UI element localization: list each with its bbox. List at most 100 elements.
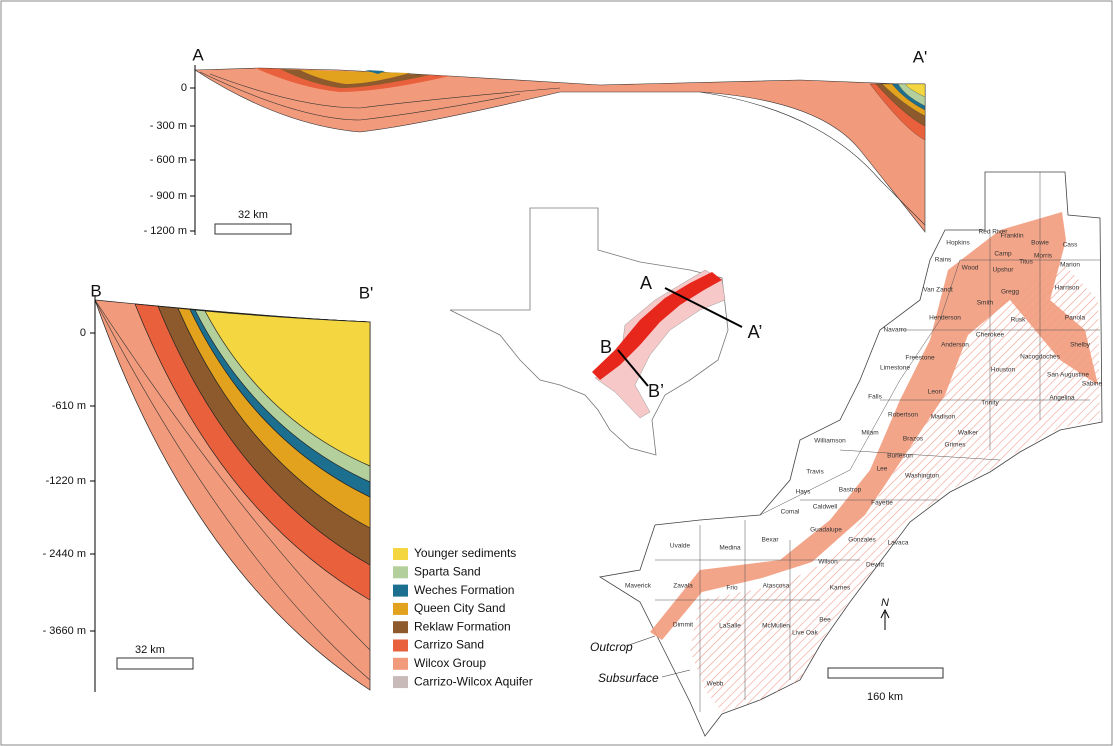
county-label: Bowie xyxy=(1031,240,1049,247)
county-label: Navarro xyxy=(883,327,907,334)
county-label: Atascosa xyxy=(763,583,790,590)
county-label: Rains xyxy=(935,257,952,264)
county-label: Sabine xyxy=(1082,381,1103,388)
legend-label: Sparta Sand xyxy=(414,564,481,578)
outcrop-label: Outcrop xyxy=(590,640,633,654)
county-label: Limestone xyxy=(880,365,910,372)
scale-label: 32 km xyxy=(135,644,165,656)
county-label: Hays xyxy=(796,489,812,496)
scale-label: 32 km xyxy=(238,209,268,221)
county-label: Madison xyxy=(931,414,956,421)
legend-swatch xyxy=(393,603,408,615)
section-start: A xyxy=(192,45,204,64)
county-label: Smith xyxy=(977,300,994,307)
county-label: Henderson xyxy=(929,315,961,322)
county-label: Marion xyxy=(1060,262,1080,269)
inset-section-label: B’ xyxy=(648,381,664,401)
scale-bar-map xyxy=(828,668,943,678)
legend-swatch xyxy=(393,658,408,670)
legend-swatch xyxy=(393,676,408,688)
section-end: B' xyxy=(359,283,374,302)
county-label: Gregg xyxy=(1001,289,1019,296)
county-label: Franklin xyxy=(1000,233,1024,240)
county-label: Wilson xyxy=(818,559,838,566)
depth-label: 0 xyxy=(181,82,187,94)
county-label: Freestone xyxy=(905,355,935,362)
legend-label: Queen City Sand xyxy=(414,601,505,615)
county-label: Houston xyxy=(991,367,1016,374)
inset-section-label: A xyxy=(640,273,652,293)
legend-label: Wilcox Group xyxy=(414,656,486,670)
county-label: Walker xyxy=(958,430,979,437)
county-label: LaSalle xyxy=(719,623,741,630)
county-label: Zavala xyxy=(673,583,693,590)
county-label: Comal xyxy=(781,509,800,516)
county-label: Lee xyxy=(877,466,888,473)
county-label: Milam xyxy=(861,430,878,437)
county-label: Angelina xyxy=(1049,395,1075,402)
county-label: Rusk xyxy=(1011,317,1027,324)
legend-swatch xyxy=(393,640,408,652)
depth-label: - 1200 m xyxy=(144,225,187,237)
county-label: Wood xyxy=(962,265,979,272)
county-label: Morris xyxy=(1034,253,1053,260)
county-label: Caldwell xyxy=(813,504,838,511)
figure: 0- 300 m- 600 m- 900 m- 1200 mAA'32 km 0… xyxy=(0,0,1113,746)
county-label: Harrison xyxy=(1055,285,1080,292)
legend-swatch xyxy=(393,621,408,633)
county-label: San Augustine xyxy=(1047,372,1089,379)
legend-label: Younger sediments xyxy=(414,546,516,560)
page: 0- 300 m- 600 m- 900 m- 1200 mAA'32 km 0… xyxy=(0,0,1113,746)
county-label: Cass xyxy=(1063,242,1079,249)
county-label: Frio xyxy=(726,585,738,592)
map-scale-label: 160 km xyxy=(867,691,903,703)
legend-label: Carrizo-Wilcox Aquifer xyxy=(414,674,533,688)
county-label: Panola xyxy=(1065,315,1086,322)
legend-label: Weches Formation xyxy=(414,583,514,597)
county-label: Camp xyxy=(994,251,1012,258)
county-label: Leon xyxy=(928,389,943,396)
county-label: McMullen xyxy=(762,623,790,630)
county-label: Grimes xyxy=(945,442,967,449)
county-label: Bastrop xyxy=(839,487,862,494)
county-label: Falls xyxy=(868,394,882,401)
scale-bar xyxy=(215,224,291,234)
depth-label: 0 xyxy=(80,327,86,339)
county-label: Bee xyxy=(819,617,831,624)
legend-swatch xyxy=(393,566,408,578)
county-label: Fayette xyxy=(871,500,893,507)
county-label: Cherokee xyxy=(976,332,1005,339)
county-label: Hopkins xyxy=(946,240,970,247)
county-label: Dewitt xyxy=(866,562,884,569)
county-label: Gonzales xyxy=(848,537,876,544)
county-label: Upshur xyxy=(993,267,1015,274)
legend-label: Reklaw Formation xyxy=(414,619,511,633)
county-label: Bexar xyxy=(762,537,780,544)
county-label: Live Oak xyxy=(792,630,818,637)
county-label: Trinity xyxy=(981,400,999,407)
scale-bar xyxy=(117,658,193,669)
county-label: Shelby xyxy=(1070,342,1091,349)
county-label: Burleson xyxy=(887,453,913,460)
county-label: Medina xyxy=(719,545,741,552)
legend-label: Carrizo Sand xyxy=(414,638,484,652)
county-label: Maverick xyxy=(625,583,652,590)
county-label: Karnes xyxy=(830,585,851,592)
legend-swatch xyxy=(393,585,408,597)
county-label: Dimmit xyxy=(673,622,693,629)
depth-label: -1220 m xyxy=(46,475,86,487)
north-label: N xyxy=(881,597,889,609)
depth-label: -610 m xyxy=(52,400,86,412)
county-label: Van Zandt xyxy=(923,287,953,294)
depth-label: - 2440 m xyxy=(43,548,86,560)
county-label: Guadalupe xyxy=(810,527,842,534)
county-label: Washington xyxy=(905,473,939,480)
section-start: B xyxy=(90,281,101,300)
county-label: Williamson xyxy=(814,438,846,445)
depth-label: - 300 m xyxy=(150,120,187,132)
county-label: Webb xyxy=(707,681,724,688)
inset-section-label: B xyxy=(600,337,612,357)
county-label: Uvalde xyxy=(670,543,691,550)
depth-label: - 600 m xyxy=(150,154,187,166)
county-label: Travis xyxy=(806,469,824,476)
